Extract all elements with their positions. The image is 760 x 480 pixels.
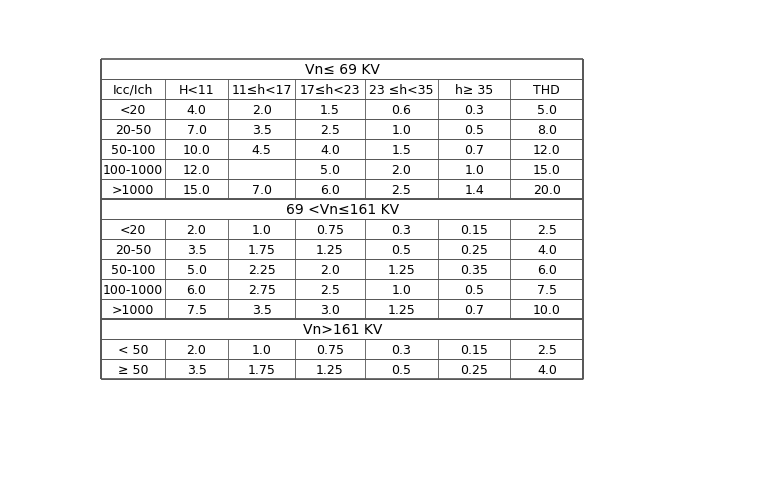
Text: 4.0: 4.0 [187,103,207,116]
Text: 1.25: 1.25 [316,363,344,376]
Text: 20-50: 20-50 [115,123,151,136]
Text: 3.5: 3.5 [252,123,271,136]
Text: 7.0: 7.0 [186,123,207,136]
Text: 0.5: 0.5 [464,283,484,296]
Text: 1.5: 1.5 [320,103,340,116]
Text: 20.0: 20.0 [533,183,561,196]
Text: 5.0: 5.0 [537,103,557,116]
Text: 3.5: 3.5 [187,243,207,256]
Text: 0.25: 0.25 [461,363,488,376]
Text: 2.0: 2.0 [187,343,207,356]
Text: 12.0: 12.0 [182,163,211,176]
Text: 5.0: 5.0 [320,163,340,176]
Text: 2.5: 2.5 [391,183,411,196]
Text: 100-1000: 100-1000 [103,163,163,176]
Text: Vn≤ 69 KV: Vn≤ 69 KV [305,63,380,77]
Text: 0.5: 0.5 [391,363,411,376]
Text: 0.6: 0.6 [391,103,411,116]
Text: 2.0: 2.0 [320,263,340,276]
Text: 1.25: 1.25 [388,303,416,316]
Text: 3.5: 3.5 [252,303,271,316]
Text: 3.0: 3.0 [320,303,340,316]
Text: 4.5: 4.5 [252,144,271,156]
Text: 2.5: 2.5 [320,123,340,136]
Text: 2.75: 2.75 [248,283,276,296]
Text: ≥ 50: ≥ 50 [118,363,148,376]
Text: 4.0: 4.0 [537,243,557,256]
Text: 1.0: 1.0 [464,163,484,176]
Text: 1.75: 1.75 [248,243,276,256]
Text: 0.3: 0.3 [391,343,411,356]
Text: 1.75: 1.75 [248,363,276,376]
Text: >1000: >1000 [112,183,154,196]
Text: 69 <Vn≤161 KV: 69 <Vn≤161 KV [286,203,399,217]
Text: 4.0: 4.0 [320,144,340,156]
Text: 2.5: 2.5 [320,283,340,296]
Text: 1.0: 1.0 [391,283,411,296]
Text: 1.5: 1.5 [391,144,411,156]
Text: 5.0: 5.0 [186,263,207,276]
Text: h≥ 35: h≥ 35 [455,84,493,96]
Text: 6.0: 6.0 [537,263,557,276]
Text: <20: <20 [120,103,146,116]
Text: 7.5: 7.5 [537,283,557,296]
Text: 8.0: 8.0 [537,123,557,136]
Text: 0.7: 0.7 [464,144,484,156]
Text: 0.15: 0.15 [461,223,488,236]
Text: 0.75: 0.75 [316,223,344,236]
Text: 1.0: 1.0 [391,123,411,136]
Text: 0.15: 0.15 [461,343,488,356]
Text: 2.5: 2.5 [537,343,557,356]
Text: 2.0: 2.0 [187,223,207,236]
Text: 0.75: 0.75 [316,343,344,356]
Text: 2.0: 2.0 [391,163,411,176]
Text: 1.25: 1.25 [316,243,344,256]
Text: 0.5: 0.5 [464,123,484,136]
Text: 2.0: 2.0 [252,103,271,116]
Text: 1.0: 1.0 [252,223,271,236]
Text: 23 ≤h<35: 23 ≤h<35 [369,84,434,96]
Text: 15.0: 15.0 [533,163,561,176]
Text: 11≤h<17: 11≤h<17 [231,84,292,96]
Text: >1000: >1000 [112,303,154,316]
Text: 0.25: 0.25 [461,243,488,256]
Text: 0.5: 0.5 [391,243,411,256]
Text: 2.5: 2.5 [537,223,557,236]
Text: 3.5: 3.5 [187,363,207,376]
Text: 10.0: 10.0 [182,144,211,156]
Text: 0.35: 0.35 [461,263,488,276]
Text: <20: <20 [120,223,146,236]
Text: 1.4: 1.4 [464,183,484,196]
Text: 10.0: 10.0 [533,303,561,316]
Text: 7.5: 7.5 [186,303,207,316]
Text: 2.25: 2.25 [248,263,275,276]
Text: 1.25: 1.25 [388,263,416,276]
Text: Icc/Ich: Icc/Ich [112,84,154,96]
Text: 20-50: 20-50 [115,243,151,256]
Text: < 50: < 50 [118,343,148,356]
Text: 12.0: 12.0 [533,144,561,156]
Text: 0.7: 0.7 [464,303,484,316]
Text: 6.0: 6.0 [320,183,340,196]
Text: 6.0: 6.0 [187,283,207,296]
Text: 50-100: 50-100 [111,263,155,276]
Text: 0.3: 0.3 [391,223,411,236]
Text: 100-1000: 100-1000 [103,283,163,296]
Text: 7.0: 7.0 [252,183,271,196]
Text: 1.0: 1.0 [252,343,271,356]
Text: H<11: H<11 [179,84,214,96]
Text: THD: THD [534,84,560,96]
Text: 50-100: 50-100 [111,144,155,156]
Text: 17≤h<23: 17≤h<23 [299,84,360,96]
Text: 4.0: 4.0 [537,363,557,376]
Text: 15.0: 15.0 [182,183,211,196]
Text: 0.3: 0.3 [464,103,484,116]
Text: Vn>161 KV: Vn>161 KV [302,323,382,336]
